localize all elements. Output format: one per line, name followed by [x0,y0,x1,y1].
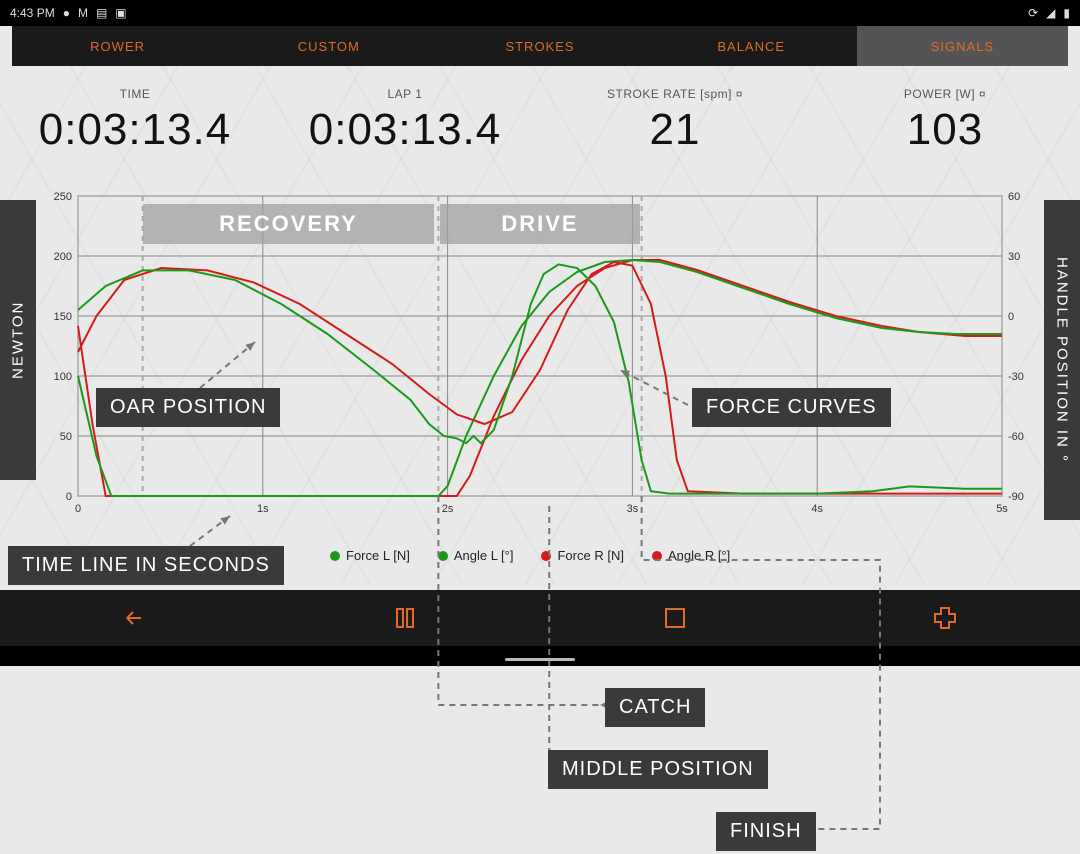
svg-text:60: 60 [1008,191,1020,203]
dot-icon: ● [63,6,70,20]
tab-label: STROKES [505,39,574,54]
annotation-timeline: TIME LINE IN SECONDS [8,546,284,585]
wifi-icon: ◢ [1046,6,1055,20]
svg-text:0: 0 [66,491,72,503]
tab-rower[interactable]: ROWER [12,26,223,66]
legend-dot-icon [330,551,340,561]
battery-icon: ▮ [1063,6,1070,20]
annotation-finish: FINISH [716,812,816,851]
annotation-oar-position: OAR POSITION [96,388,280,427]
legend-label: Angle L [°] [454,548,514,563]
y-axis-left-label: NEWTON [0,200,36,480]
pause-button[interactable] [270,606,540,630]
svg-text:50: 50 [60,431,72,443]
nav-bar-bg [0,646,1080,666]
add-button[interactable] [810,605,1080,631]
legend-item: Force L [N] [330,548,410,563]
metric-power[interactable]: POWER [W] ¤ 103 [810,66,1080,176]
doc-icon: ▤ [96,6,107,20]
pause-icon [393,606,417,630]
annotation-force-curves: FORCE CURVES [692,388,891,427]
android-statusbar: 4:43 PM ● M ▤ ▣ ⟳ ◢ ▮ [0,0,1080,26]
phase-label: RECOVERY [219,211,358,237]
phase-band-recovery: RECOVERY [143,204,435,244]
phase-label: DRIVE [501,211,578,237]
svg-text:4s: 4s [811,503,823,515]
metric-value: 21 [650,105,701,155]
chart-legend: Force L [N] Angle L [°] Force R [N] Angl… [330,548,730,563]
legend-item: Force R [N] [541,548,623,563]
stop-icon [663,606,687,630]
bottom-toolbar [0,590,1080,646]
sync-icon: ⟳ [1028,6,1038,20]
legend-dot-icon [652,551,662,561]
arrow-left-icon [121,604,149,632]
svg-text:2s: 2s [442,503,454,515]
legend-label: Force R [N] [557,548,623,563]
tab-label: SIGNALS [931,39,994,54]
svg-text:200: 200 [54,251,72,263]
svg-text:-30: -30 [1008,371,1024,383]
metric-value: 0:03:13.4 [39,105,232,155]
back-button[interactable] [0,604,270,632]
annotation-catch: CATCH [605,688,705,727]
legend-dot-icon [541,551,551,561]
svg-text:150: 150 [54,311,72,323]
svg-text:30: 30 [1008,251,1020,263]
metric-label: POWER [W] ¤ [904,87,986,101]
metric-label: STROKE RATE [spm] ¤ [607,87,743,101]
legend-item: Angle R [°] [652,548,730,563]
legend-dot-icon [438,551,448,561]
plus-icon [932,605,958,631]
annotation-middle: MIDDLE POSITION [548,750,768,789]
svg-text:1s: 1s [257,503,269,515]
svg-text:250: 250 [54,191,72,203]
tab-strokes[interactable]: STROKES [434,26,645,66]
legend-label: Force L [N] [346,548,410,563]
legend-label: Angle R [°] [668,548,730,563]
home-handle[interactable] [505,658,575,661]
legend-item: Angle L [°] [438,548,514,563]
y-axis-right-label: HANDLE POSITION IN ° [1044,200,1080,520]
stop-button[interactable] [540,606,810,630]
tab-custom[interactable]: CUSTOM [223,26,434,66]
metric-lap: LAP 1 0:03:13.4 [270,66,540,176]
svg-text:0: 0 [75,503,81,515]
metric-value: 103 [907,105,983,155]
svg-text:-90: -90 [1008,491,1024,503]
metric-stroke-rate[interactable]: STROKE RATE [spm] ¤ 21 [540,66,810,176]
svg-text:0: 0 [1008,311,1014,323]
mail-icon: M [78,6,88,20]
tab-balance[interactable]: BALANCE [646,26,857,66]
phase-band-drive: DRIVE [440,204,639,244]
tab-label: ROWER [90,39,145,54]
svg-text:5s: 5s [996,503,1008,515]
metrics-row: TIME 0:03:13.4 LAP 1 0:03:13.4 STROKE RA… [0,66,1080,176]
tab-label: CUSTOM [298,39,360,54]
tab-signals[interactable]: SIGNALS [857,26,1068,66]
svg-text:100: 100 [54,371,72,383]
metric-time: TIME 0:03:13.4 [0,66,270,176]
svg-text:3s: 3s [627,503,639,515]
image-icon: ▣ [115,6,126,20]
tab-label: BALANCE [717,39,785,54]
svg-text:-60: -60 [1008,431,1024,443]
tab-bar: ROWER CUSTOM STROKES BALANCE SIGNALS [12,26,1068,66]
metric-label: TIME [120,87,151,101]
metric-label: LAP 1 [388,87,423,101]
metric-value: 0:03:13.4 [309,105,502,155]
statusbar-time: 4:43 PM [10,6,55,20]
